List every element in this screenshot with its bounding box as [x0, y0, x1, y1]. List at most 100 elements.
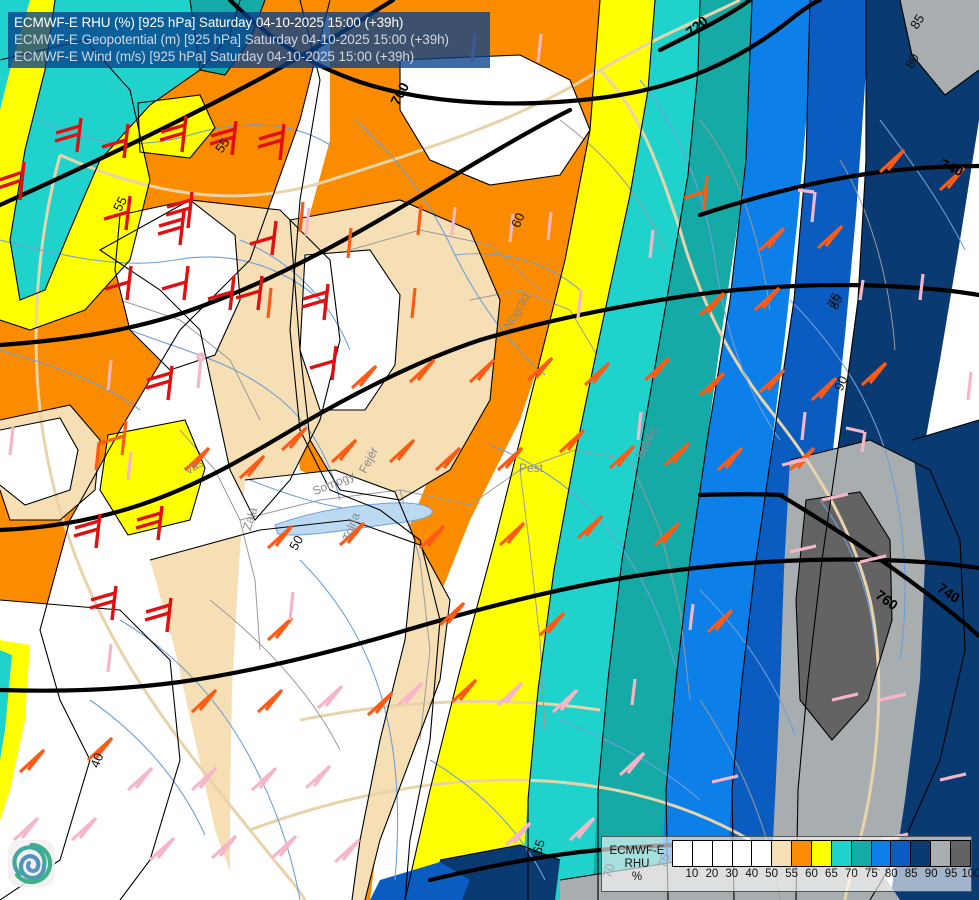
- geopotential-isoline-760: [777, 492, 979, 639]
- geopotential-isoline-740c: [477, 282, 979, 343]
- geopotential-label: 740: [935, 580, 963, 606]
- rhu-label: 90: [831, 374, 851, 393]
- geopotential-label: 720: [683, 12, 711, 39]
- rhu-band-grey95: [796, 492, 892, 740]
- legend-unit: %: [631, 870, 643, 883]
- rhu-label: 75: [824, 290, 844, 310]
- county-label-tolna: Tolna: [340, 510, 363, 542]
- geopotential-isoline-700b: [0, 0, 396, 208]
- rhu-label: 85: [826, 292, 846, 312]
- legend-scale: 10 20 30 40 50 55 60 65 70 75 80 85 90 95 100: [672, 837, 979, 891]
- rhu-band-cyan-left2: [10, 0, 240, 300]
- title-line-rhu: ECMWF-E RHU (%) [925 hPa] Saturday 04-10…: [14, 15, 404, 30]
- geopotential-isoline-740b: [0, 337, 483, 533]
- rhu-band-teal-east: [592, 0, 760, 900]
- legend-color-bar: [672, 840, 971, 867]
- national-border: [34, 0, 881, 900]
- rhu-band-blue2-east: [726, 0, 870, 900]
- legend-swatch: [931, 841, 952, 866]
- rhu-patch-yellow-west: [100, 420, 205, 535]
- legend-swatch: [772, 841, 793, 866]
- rhu-dry-core-2: [300, 250, 400, 410]
- geopotential-isoline-760b: [697, 492, 785, 498]
- title-line-wind: ECMWF-E Wind (m/s) [925 hPa] Saturday 04…: [14, 49, 415, 64]
- legend-swatch: [831, 841, 852, 866]
- rhu-dry-core-6: [400, 55, 590, 185]
- county-label-vas: Vas: [182, 455, 206, 477]
- legend-swatch: [871, 841, 892, 866]
- geopotential-isoline-720b: [0, 107, 573, 348]
- rhu-label: 55: [110, 194, 130, 214]
- legend-tick: 80: [884, 868, 898, 880]
- rhu-band-blue2-bot: [370, 862, 470, 900]
- legend-caption: ECMWF-E RHU %: [602, 837, 672, 891]
- cyclone-spiral-logo: [8, 840, 55, 887]
- rhu-label: 85: [907, 12, 927, 32]
- county-label-bekes: Békés: [632, 425, 660, 461]
- legend-tick: 65: [825, 868, 838, 880]
- rhu-label: 55: [212, 135, 233, 155]
- legend-tick: 95: [944, 868, 958, 880]
- legend-tick: 70: [844, 868, 858, 880]
- rhu-label: 80: [902, 51, 922, 71]
- legend-tick: 10: [685, 868, 699, 880]
- legend-swatch: [891, 841, 912, 866]
- legend-swatch: [692, 841, 713, 866]
- legend-swatch: [712, 841, 733, 866]
- geopotential-isoline-720: [657, 0, 753, 53]
- colorbar-legend: ECMWF-E RHU % 10 20 30 40 50 55 60 65 70 75 80 85 90…: [601, 836, 979, 892]
- geopotential-isoline-750: [0, 557, 979, 693]
- rhu-label: 40: [87, 751, 106, 770]
- wind-barb-weak: [8, 33, 973, 864]
- rhu-dry-core-3: [0, 418, 78, 505]
- rhu-band-grey90: [900, 0, 979, 95]
- legend-swatch: [951, 841, 970, 866]
- legend-swatch: [673, 841, 693, 866]
- rhu-label: 60: [508, 211, 528, 230]
- legend-swatch: [812, 841, 832, 866]
- legend-swatch: [851, 841, 872, 866]
- rhu-band-cyan-bl: [0, 650, 12, 760]
- legend-swatch: [792, 841, 813, 866]
- legend-parameter: RHU: [624, 857, 650, 870]
- rhu-label: 50: [286, 533, 306, 553]
- legend-tick: 55: [785, 868, 798, 880]
- legend-tick: 90: [924, 868, 938, 880]
- rhu-band-cyan-left: [0, 0, 30, 110]
- legend-tick: 30: [725, 868, 739, 880]
- geopotential-label: 700: [387, 79, 412, 107]
- legend-tick: 50: [765, 868, 779, 880]
- legend-tick: 40: [745, 868, 759, 880]
- county-label-somogy: Somogy: [310, 469, 356, 498]
- geopotential-isoline-740: [697, 163, 979, 218]
- rhu-band-yellow-east: [405, 0, 665, 900]
- rhu-band-cyan-east: [520, 0, 712, 900]
- rhu-dry-core-4: [230, 470, 415, 900]
- wind-barb-moderate: [18, 148, 966, 774]
- geopotential-label: 760: [873, 587, 901, 614]
- county-label-zala: Zala: [240, 505, 261, 532]
- rhu-label: 65: [529, 838, 547, 856]
- spiral-icon: [12, 842, 53, 885]
- legend-tick: 60: [805, 868, 818, 880]
- legend-tick-labels: 10 20 30 40 50 55 60 65 70 75 80 85 90 95 100: [672, 867, 979, 885]
- county-label-nograd: Nógrád: [501, 290, 533, 331]
- legend-tick: 20: [705, 868, 719, 880]
- county-label-fejer: Fejér: [356, 445, 381, 476]
- geopotential-label: 740: [938, 156, 966, 180]
- wind-barb-strong: [0, 115, 338, 633]
- legend-swatch: [732, 841, 753, 866]
- legend-tick: 85: [904, 868, 918, 880]
- lake-balaton: [274, 502, 433, 536]
- legend-tick: 75: [864, 868, 878, 880]
- title-line-geopotential: ECMWF-E Geopotential (m) [925 hPa] Satur…: [14, 32, 449, 47]
- legend-model: ECMWF-E: [609, 844, 665, 857]
- legend-tick: 100: [961, 868, 979, 880]
- title-overlay: ECMWF-E RHU (%) [925 hPa] Saturday 04-10…: [8, 12, 490, 68]
- legend-swatch: [911, 841, 932, 866]
